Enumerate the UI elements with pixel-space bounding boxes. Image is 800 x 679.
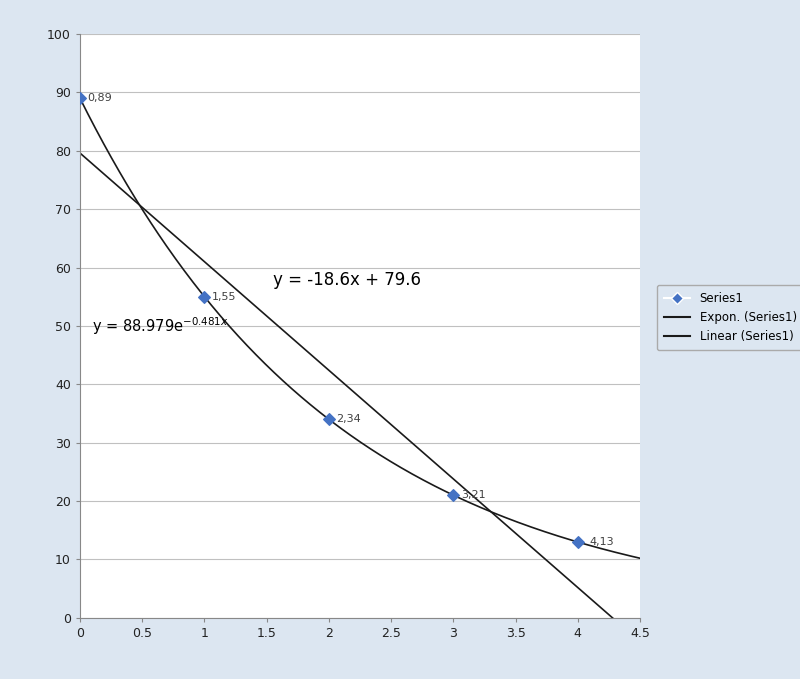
Point [322, 414, 335, 425]
Text: y = -18.6x + 79.6: y = -18.6x + 79.6 [273, 271, 421, 289]
Text: 4,13: 4,13 [589, 537, 614, 547]
Point [571, 536, 584, 547]
Point [447, 490, 460, 500]
Point [198, 291, 211, 302]
Text: 1,55: 1,55 [212, 292, 237, 301]
Text: 3,21: 3,21 [461, 490, 486, 500]
Text: 2,34: 2,34 [336, 414, 361, 424]
Legend: Series1, Expon. (Series1), Linear (Series1): Series1, Expon. (Series1), Linear (Serie… [657, 285, 800, 350]
Point [74, 93, 86, 104]
Text: y = 88.979e$^{-0.481x}$: y = 88.979e$^{-0.481x}$ [93, 315, 229, 337]
Text: 0,89: 0,89 [87, 93, 112, 103]
